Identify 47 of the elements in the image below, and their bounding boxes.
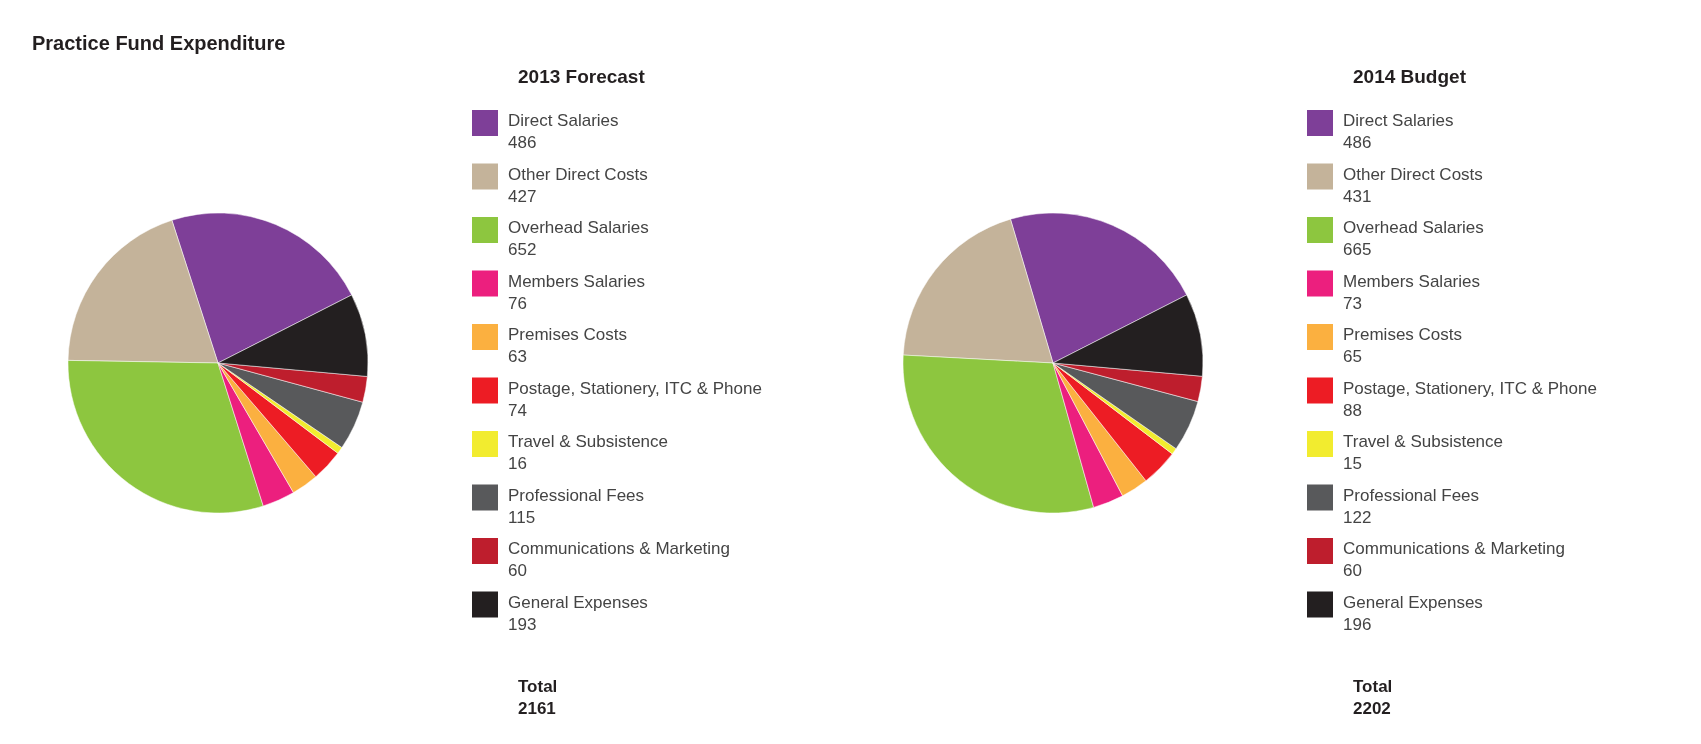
data-label: 486 [508,133,537,152]
data-label: 665 [1343,240,1372,259]
legend-label: Postage, Stationery, ITC & Phone [1343,378,1597,398]
data-label: 15 [1343,454,1362,473]
data-label: 652 [508,240,537,259]
legend-label: Direct Salaries [1343,111,1454,130]
legend-label: General Expenses [508,592,648,612]
data-label: 88 [1343,400,1362,420]
text: 2161 [518,699,556,718]
legend-label: Travel & Subsistence [1343,432,1503,451]
data-label: 65 [1343,347,1362,366]
data-label: 60 [1343,561,1362,580]
chart-title: Practice Fund Expenditure [32,32,286,54]
legend-label: Premises Costs [508,325,628,344]
data-label: 115 [508,507,536,527]
data-label: 76 [508,293,527,313]
legend-label: Direct Salaries [508,111,619,130]
chart-subtitle: 2013 Forecast [518,66,646,87]
data-label: 63 [508,347,527,366]
legend-label: Overhead Salaries [1343,218,1484,237]
data-label: 73 [1343,293,1362,313]
text: 2202 [1353,699,1391,718]
data-label: 427 [508,186,537,206]
data-label: 16 [508,454,527,473]
legend-label: Members Salaries [1343,271,1480,291]
legend-label: Communications & Marketing [1343,539,1566,558]
legend-label: Communications & Marketing [508,539,731,558]
text: Total [518,677,558,696]
legend-label: Other Direct Costs [1343,164,1483,184]
legend-label: Premises Costs [1343,325,1463,344]
text: Total [1353,677,1393,696]
legend-label: General Expenses [1343,592,1483,612]
data-label: 193 [508,614,537,634]
legend-label: Professional Fees [508,485,645,505]
data-label: 122 [1343,507,1372,527]
legend-label: Members Salaries [508,271,645,291]
legend-label: Professional Fees [1343,485,1480,505]
legend-label: Other Direct Costs [508,164,648,184]
data-label: 74 [508,400,527,420]
chart-subtitle: 2014 Budget [1353,66,1467,87]
data-label: 60 [508,561,527,580]
data-label: 431 [1343,186,1372,206]
legend-label: Overhead Salaries [508,218,649,237]
legend-label: Postage, Stationery, ITC & Phone [508,378,762,398]
legend-label: Travel & Subsistence [508,432,668,451]
data-label: 486 [1343,133,1372,152]
data-label: 196 [1343,614,1372,634]
